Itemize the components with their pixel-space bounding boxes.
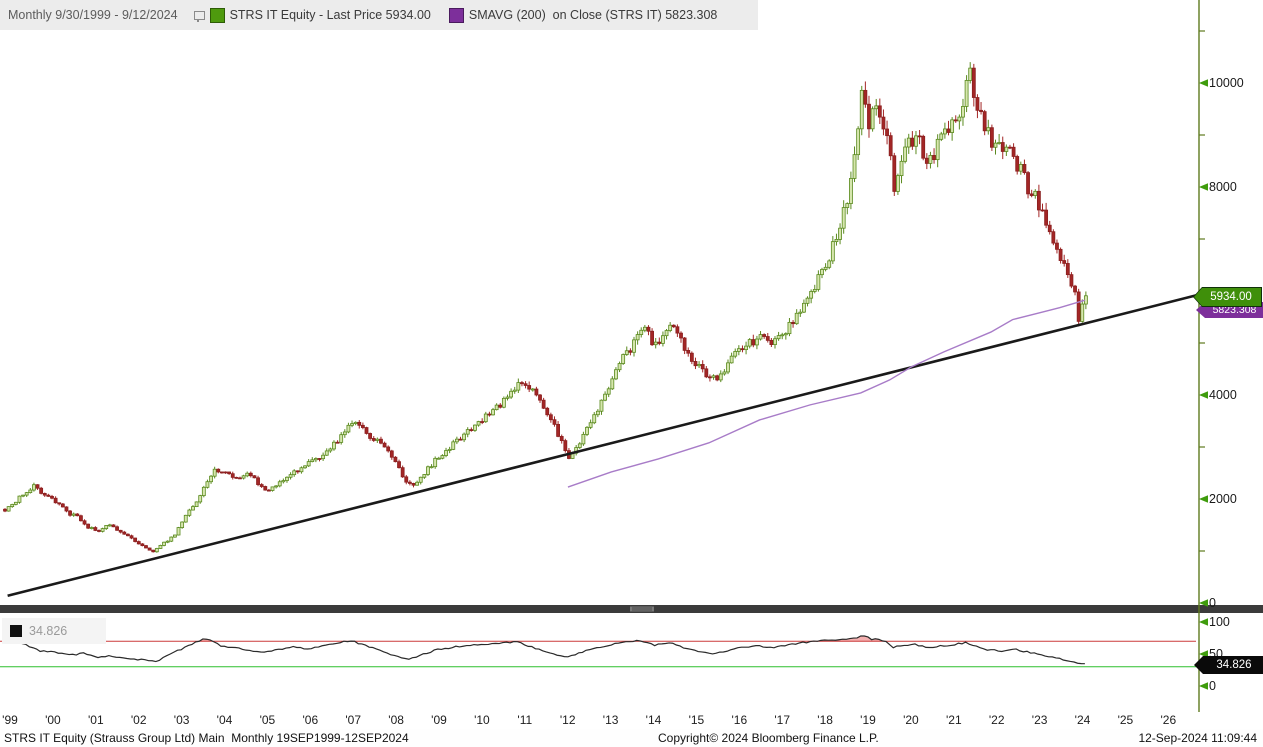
year-label: '01 [87, 713, 104, 727]
year-label: '26 [1160, 713, 1177, 727]
price-axis-label: 10000 [1209, 76, 1244, 90]
indicator-legend[interactable]: 34.826 [2, 618, 106, 644]
year-label: '13 [602, 713, 619, 727]
tick-arrow-icon [1199, 183, 1208, 191]
indicator-value-tag[interactable]: 34.826 [1194, 656, 1263, 674]
indicator-color-swatch [10, 625, 22, 637]
overbought-fill [4, 635, 1085, 642]
price-axis-label: 2000 [1209, 492, 1237, 506]
year-label: '17 [774, 713, 791, 727]
indicator-legend-value: 34.826 [29, 624, 68, 638]
year-label: '14 [645, 713, 662, 727]
year-label: '03 [173, 713, 190, 727]
year-label: '09 [431, 713, 447, 727]
price-axis-line[interactable] [1198, 0, 1208, 712]
indicator-tag-value: 34.826 [1216, 659, 1252, 671]
tick-arrow-icon [1199, 79, 1208, 87]
tick-arrow-icon [1199, 391, 1208, 399]
year-label: '15 [688, 713, 705, 727]
series2-value: 5823.308 [665, 8, 718, 22]
status-datetime: 12-Sep-2024 11:09:44 [1138, 731, 1257, 745]
series2-label: SMAVG (200) on Close (STRS IT) [468, 8, 662, 22]
year-label: '99 [2, 713, 18, 727]
year-label: '24 [1074, 713, 1091, 727]
year-label: '02 [130, 713, 147, 727]
indicator-panel[interactable] [0, 635, 1196, 668]
trend-line[interactable] [7, 293, 1198, 597]
date-range-label: Monthly 9/30/1999 - 9/12/2024 [8, 8, 178, 22]
tick-arrow-icon [1199, 682, 1208, 690]
year-label: '23 [1031, 713, 1048, 727]
price-axis-label: 8000 [1209, 180, 1237, 194]
year-label: '19 [860, 713, 876, 727]
series2-color-swatch[interactable] [448, 7, 464, 23]
indicator-line [3, 635, 1085, 665]
year-label: '10 [474, 713, 490, 727]
year-label: '22 [988, 713, 1005, 727]
price-axis-label: 0 [1209, 679, 1216, 693]
divider-grip-icon[interactable] [630, 606, 654, 612]
year-label: '07 [345, 713, 362, 727]
price-axis-label: 0 [1209, 596, 1216, 610]
sma-line[interactable] [567, 299, 1086, 488]
year-label: '04 [216, 713, 233, 727]
year-label: '00 [45, 713, 61, 727]
tick-arrow-icon [1199, 495, 1208, 503]
status-left: STRS IT Equity (Strauss Group Ltd) Main … [4, 731, 409, 745]
year-label: '21 [945, 713, 962, 727]
tick-arrow-icon [1199, 599, 1208, 607]
series2-legend[interactable]: SMAVG (200) on Close (STRS IT) 5823.308 [469, 8, 718, 22]
year-label: '08 [388, 713, 404, 727]
status-copyright: Copyright© 2024 Bloomberg Finance L.P. [658, 731, 879, 745]
chart-legend-bar: Monthly 9/30/1999 - 9/12/2024 STRS IT Eq… [0, 0, 758, 30]
series1-value: 5934.00 [385, 8, 431, 22]
price-axis-label: 100 [1209, 615, 1230, 629]
series1-label: STRS IT Equity - Last Price [229, 8, 383, 22]
panel-icon[interactable] [193, 10, 205, 22]
status-bar: STRS IT Equity (Strauss Group Ltd) Main … [0, 729, 1263, 747]
tick-arrow-icon [1199, 618, 1208, 626]
candlestick-series[interactable] [3, 62, 1088, 553]
price-axis-label: 4000 [1209, 388, 1237, 402]
year-label: '20 [903, 713, 919, 727]
year-label: '11 [517, 713, 533, 727]
series1-legend[interactable]: STRS IT Equity - Last Price 5934.00 [230, 8, 431, 22]
year-label: '18 [817, 713, 833, 727]
series1-color-swatch[interactable] [209, 7, 225, 23]
last-price-tag-value: 5934.00 [1210, 291, 1252, 303]
year-label: '06 [302, 713, 319, 727]
sma-tag-value: 5823.308 [1212, 304, 1257, 316]
year-label: '05 [259, 713, 276, 727]
year-label: '25 [1117, 713, 1134, 727]
year-label: '16 [731, 713, 748, 727]
year-label: '12 [559, 713, 576, 727]
last-price-tag[interactable]: 5934.00 [1193, 287, 1262, 307]
tick-arrow-icon [1199, 650, 1208, 658]
